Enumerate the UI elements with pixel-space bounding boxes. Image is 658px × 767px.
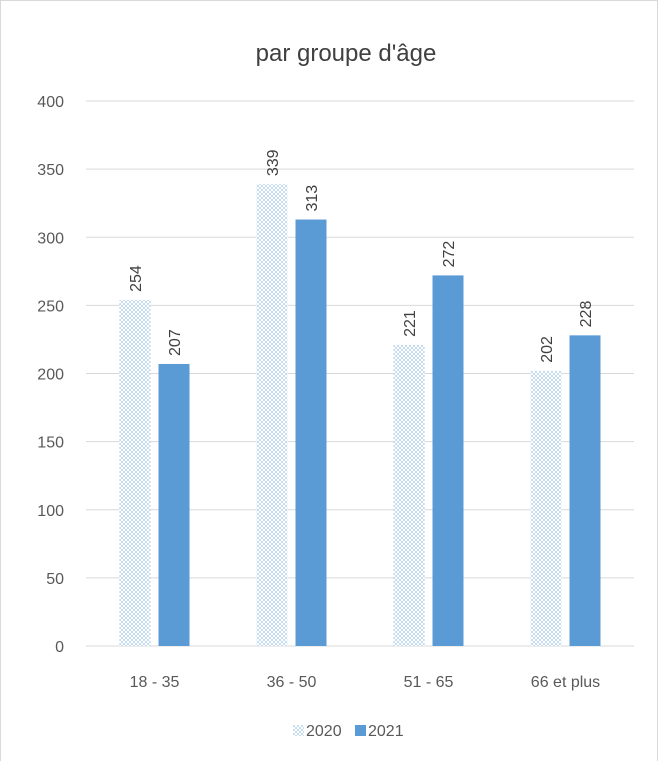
bar-2020	[393, 344, 425, 646]
data-labels: 254 207 339 313 221 272 202 228	[128, 149, 595, 362]
data-label: 221	[402, 310, 419, 337]
bar-2020	[119, 299, 151, 646]
chart-title: par groupe d'âge	[256, 40, 437, 67]
data-label: 313	[304, 185, 321, 212]
bar-2020	[530, 370, 562, 646]
x-tick-label: 66 et plus	[531, 674, 600, 691]
data-label: 207	[167, 329, 184, 356]
legend-label: 2021	[368, 723, 404, 740]
y-tick-label: 50	[46, 571, 64, 588]
bar-2021	[295, 219, 327, 646]
y-tick-label: 150	[37, 435, 64, 452]
y-tick-label: 350	[37, 162, 64, 179]
y-tick-label: 0	[55, 639, 64, 656]
y-tick-label: 400	[37, 94, 64, 111]
bar-2020	[256, 184, 288, 647]
legend: 2020 2021	[293, 723, 404, 740]
y-tick-label: 100	[37, 503, 64, 520]
data-label: 202	[539, 336, 556, 363]
bar-2021	[158, 363, 190, 646]
legend-swatch-2020	[293, 725, 304, 736]
bar-2021	[569, 335, 601, 646]
data-label: 339	[265, 149, 282, 176]
x-tick-label: 51 - 65	[404, 674, 454, 691]
y-tick-label: 250	[37, 298, 64, 315]
y-tick-label: 300	[37, 230, 64, 247]
data-label: 228	[578, 301, 595, 328]
data-label: 272	[441, 241, 458, 268]
x-tick-label: 36 - 50	[267, 674, 317, 691]
legend-swatch-2021	[355, 725, 366, 736]
legend-label: 2020	[306, 723, 342, 740]
bar-2021	[432, 275, 464, 646]
y-axis: 0 50 100 150 200 250 300 350 400	[37, 94, 64, 656]
y-tick-label: 200	[37, 367, 64, 384]
x-axis: 18 - 35 36 - 50 51 - 65 66 et plus	[130, 674, 601, 691]
data-label: 254	[128, 265, 145, 292]
x-tick-label: 18 - 35	[130, 674, 180, 691]
bars	[119, 184, 601, 647]
